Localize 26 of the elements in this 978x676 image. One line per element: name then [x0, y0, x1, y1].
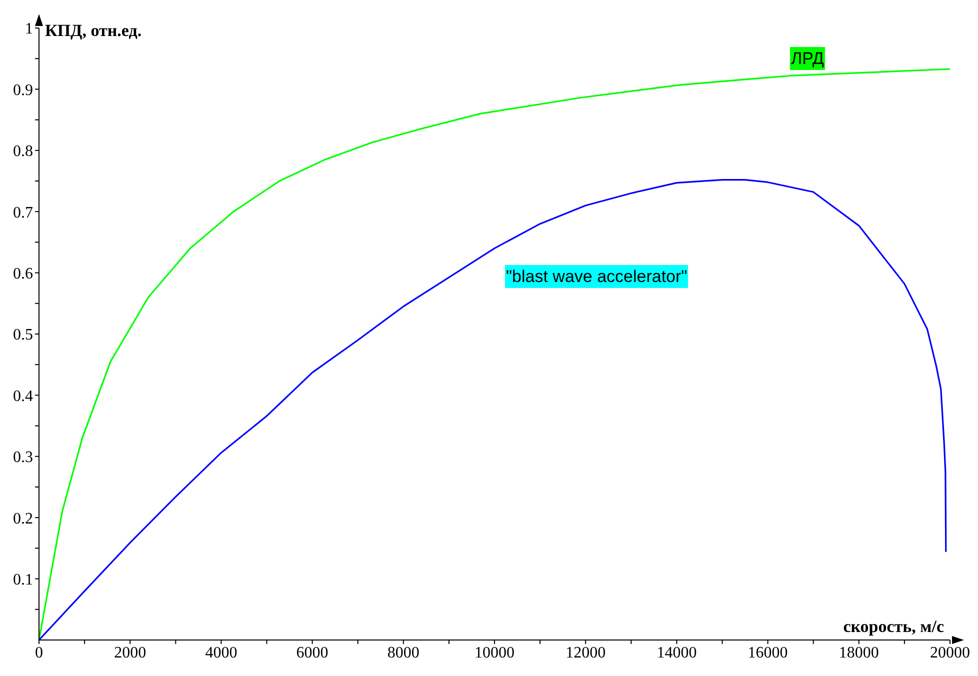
x-tick-label: 16000	[748, 644, 788, 662]
y-axis-title: КПД, отн.ед.	[45, 21, 142, 40]
line-series	[39, 178, 947, 640]
y-tick-label: 0.4	[13, 388, 33, 405]
y-tick-label: 0.2	[13, 510, 33, 528]
x-tick-label: 8000	[387, 644, 420, 662]
y-tick-label: 0.6	[13, 265, 33, 282]
x-tick-label: 20000	[930, 644, 970, 662]
y-tick-label: 1	[25, 20, 33, 38]
x-tick-label: 2000	[114, 644, 146, 662]
x-tick-label: 0	[35, 644, 43, 662]
y-tick-label: 0.3	[13, 449, 33, 466]
x-tick-label: 4000	[205, 644, 238, 662]
x-axis-title: скорость, м/с	[843, 617, 944, 636]
x-tick-label: 10000	[474, 644, 514, 662]
y-tick-label: 0.8	[13, 143, 33, 160]
y-tick-label: 0.5	[13, 326, 33, 344]
x-tick-label: 18000	[838, 644, 879, 662]
x-tick-label: 14000	[656, 644, 697, 662]
series-label: ЛРД	[790, 47, 825, 70]
y-tick-label: 0.1	[13, 571, 33, 588]
series-label: "blast wave accelerator"	[505, 265, 688, 288]
x-tick-label: 12000	[566, 644, 606, 662]
y-tick-label: 0.9	[13, 82, 33, 99]
y-tick-label: 0.7	[13, 204, 33, 222]
x-tick-label: 6000	[296, 644, 328, 662]
